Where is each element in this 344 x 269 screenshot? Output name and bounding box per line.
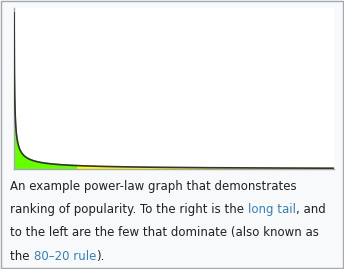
Text: An example power-law graph that demonstrates: An example power-law graph that demonstr… — [10, 180, 297, 193]
Polygon shape — [78, 166, 334, 169]
Text: 80–20 rule: 80–20 rule — [34, 250, 96, 263]
Polygon shape — [14, 13, 78, 169]
Text: , and: , and — [296, 203, 326, 216]
Text: long tail: long tail — [248, 203, 296, 216]
Text: ranking of popularity. To the right is the: ranking of popularity. To the right is t… — [10, 203, 248, 216]
Text: ).: ). — [96, 250, 104, 263]
Text: to the left are the few that dominate (also known as: to the left are the few that dominate (a… — [10, 226, 319, 239]
Text: the: the — [10, 250, 34, 263]
